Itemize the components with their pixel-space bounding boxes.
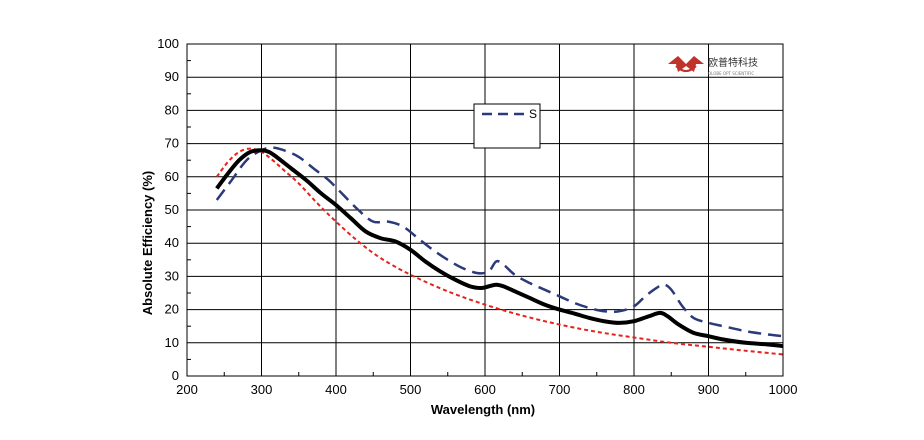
plot-frame — [186, 43, 784, 377]
y-tick-label: 90 — [165, 69, 179, 84]
x-tick-label: 300 — [251, 382, 273, 397]
logo-text-en: OLOBE OPT SCIENTIFIC — [708, 71, 754, 76]
legend: S — [473, 103, 541, 149]
y-tick-label: 70 — [165, 136, 179, 151]
logo-mark-icon — [668, 56, 704, 72]
legend-box — [473, 103, 541, 149]
minor-ticks — [187, 60, 747, 376]
legend-label-s: S — [529, 107, 537, 121]
y-tick-label: 100 — [157, 36, 179, 51]
y-tick-labels: 0 10 20 30 40 50 60 70 80 90 100 — [157, 36, 179, 383]
series-line-s-dashed — [215, 146, 784, 338]
y-tick-label: 30 — [165, 268, 179, 283]
x-tick-label: 400 — [325, 382, 347, 397]
y-tick-label: 10 — [165, 335, 179, 350]
x-tick-label: 500 — [400, 382, 422, 397]
logo-text-cn: 欧普特科技 — [708, 56, 758, 69]
y-tick-label: 40 — [165, 235, 179, 250]
series-layer — [215, 146, 784, 356]
x-tick-labels: 200 300 400 500 600 700 800 900 1000 — [176, 382, 797, 397]
y-tick-label: 0 — [172, 368, 179, 383]
y-tick-label: 50 — [165, 202, 179, 217]
y-tick-label: 20 — [165, 302, 179, 317]
series-line-dotted — [215, 147, 784, 356]
x-tick-label: 600 — [474, 382, 496, 397]
x-tick-label: 200 — [176, 382, 198, 397]
x-tick-label: 700 — [549, 382, 571, 397]
x-tick-label: 800 — [623, 382, 645, 397]
y-tick-label: 60 — [165, 169, 179, 184]
x-tick-label: 900 — [698, 382, 720, 397]
x-axis-title: Wavelength (nm) — [431, 402, 535, 417]
series-line-solid — [215, 148, 784, 349]
y-tick-label: 80 — [165, 102, 179, 117]
y-axis-title: Absolute Efficiency (%) — [140, 171, 155, 315]
company-logo: 欧普特科技 OLOBE OPT SCIENTIFIC — [668, 56, 758, 76]
x-tick-label: 1000 — [769, 382, 798, 397]
